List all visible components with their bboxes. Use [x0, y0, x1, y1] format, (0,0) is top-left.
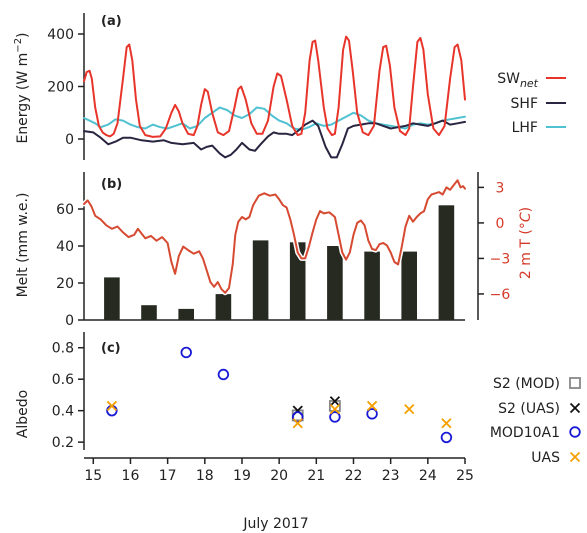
- energy-y-tick-label: 0: [65, 132, 74, 148]
- legend-uas-marker: [569, 451, 581, 463]
- panel-melt: 0 20 40 60 −6 −3 0 3 (b) Melt (mm w.e.) 2 m T (…: [15, 172, 534, 329]
- series-line-shf: [83, 119, 466, 159]
- point-mod10a1: [217, 368, 230, 381]
- melt-bar: [364, 251, 380, 320]
- temperature-y-tick-label: −6: [490, 287, 511, 303]
- x-axis-label: July 2017: [242, 516, 308, 532]
- temperature-y-label: 2 m T (°C): [518, 207, 534, 279]
- energy-y-label: Energy (W m−2): [13, 32, 31, 143]
- x-tick-label: 19: [233, 468, 251, 484]
- legend-s2-uas-marker-stroke: [569, 402, 581, 414]
- legend-s2-mod-marker: [569, 377, 581, 389]
- melt-bars: [104, 205, 455, 320]
- legend-uas-marker-stroke: [569, 451, 581, 463]
- point-mod10a1: [292, 411, 304, 423]
- legend-uas-label: UAS: [531, 450, 560, 466]
- energy-y-tick-label: 400: [47, 27, 74, 43]
- x-tick-label: 23: [382, 468, 400, 484]
- melt-bar: [401, 251, 417, 320]
- temperature-line: [81, 177, 468, 296]
- albedo-points: [106, 346, 453, 444]
- melt-bar: [141, 305, 157, 320]
- legend-label-shf: SHF: [511, 96, 538, 112]
- albedo-y-tick-label: 0.6: [52, 372, 74, 388]
- melt-bar: [104, 277, 120, 320]
- melt-y-tick-label: 20: [56, 276, 74, 292]
- x-tick-label: 18: [196, 468, 214, 484]
- temperature-y-tick-label: 0: [496, 216, 505, 232]
- point-uas: [329, 403, 341, 415]
- x-tick-label: 16: [122, 468, 140, 484]
- x-tick-label: 22: [345, 468, 363, 484]
- point-uas-stroke: [292, 418, 303, 429]
- melt-bar: [438, 205, 455, 320]
- point-s2-uas-stroke: [329, 396, 341, 407]
- energy-axes: 0 200 400: [47, 13, 85, 160]
- x-tick-label: 21: [307, 468, 325, 484]
- melt-y-label: Melt (mm w.e.): [15, 193, 31, 298]
- panel-label-b: (b): [101, 177, 122, 192]
- point-uas-stroke: [329, 403, 341, 415]
- point-mod10a1: [329, 411, 341, 423]
- albedo-y-tick-label: 0.8: [52, 341, 74, 357]
- point-uas-stroke: [366, 400, 378, 412]
- point-uas: [441, 418, 452, 429]
- x-tick-label: 25: [456, 468, 474, 484]
- albedo-legend: S2 (MOD) S2 (UAS) MOD10A1 UAS: [490, 376, 581, 466]
- temperature-line-main: [83, 179, 466, 294]
- legend-s2-mod-label: S2 (MOD): [493, 376, 560, 392]
- legend-label-lhf: LHF: [512, 120, 538, 136]
- legend-mod10a1-label: MOD10A1: [490, 425, 560, 441]
- series-line-swnet: [83, 35, 466, 138]
- legend-label-swnet: SWnet: [497, 71, 538, 90]
- albedo-axes: 0.2 0.4 0.6 0.8 15 16 17 18 19 20 21 22 23 24 25: [52, 332, 474, 484]
- point-uas: [106, 400, 118, 412]
- panel-label-c: (c): [101, 341, 121, 356]
- legend-s2-uas-label: S2 (UAS): [498, 401, 560, 417]
- albedo-y-tick-label: 0.2: [52, 435, 74, 451]
- x-tick-label: 17: [159, 468, 177, 484]
- x-tick-label: 24: [419, 468, 437, 484]
- melt-y-tick-label: 0: [65, 313, 74, 329]
- panel-albedo: 0.2 0.4 0.6 0.8 15 16 17 18 19 20 21 22 23 24 25 (c) A…: [15, 332, 581, 532]
- legend-s2-uas-marker: [569, 402, 581, 414]
- x-tick-label: 20: [270, 468, 288, 484]
- energy-legend: SWnet SHF LHF: [497, 71, 566, 136]
- legend-mod10a1-marker: [569, 426, 581, 438]
- point-uas: [404, 403, 415, 415]
- point-uas-stroke: [441, 418, 452, 429]
- point-uas-stroke: [404, 403, 415, 415]
- melt-bar: [327, 246, 343, 320]
- albedo-y-tick-label: 0.4: [52, 404, 74, 420]
- melt-bar: [252, 240, 269, 320]
- point-s2-uas: [329, 396, 341, 407]
- melt-y-tick-label: 60: [56, 202, 74, 218]
- melt-bar: [289, 242, 306, 320]
- temperature-y-tick-label: 3: [496, 180, 505, 196]
- panel-label-a: (a): [101, 14, 122, 29]
- point-uas: [366, 400, 378, 412]
- melt-bar: [215, 294, 232, 320]
- point-mod10a1: [440, 431, 453, 444]
- point-uas: [292, 418, 303, 429]
- melt-bar: [178, 308, 194, 320]
- energy-lines: [83, 35, 466, 159]
- albedo-y-label: Albedo: [15, 390, 31, 438]
- point-uas-stroke: [106, 400, 118, 412]
- point-mod10a1: [366, 408, 378, 420]
- melt-y-tick-label: 40: [56, 239, 74, 255]
- point-mod10a1: [180, 346, 192, 359]
- point-mod10a1: [106, 404, 118, 417]
- energy-y-tick-label: 200: [47, 80, 74, 96]
- panel-energy: 0 200 400 (a) Energy (W m−2) SWnet SHF LHF: [13, 13, 566, 160]
- temperature-y-tick-label: −3: [490, 251, 511, 267]
- x-tick-label: 15: [84, 468, 102, 484]
